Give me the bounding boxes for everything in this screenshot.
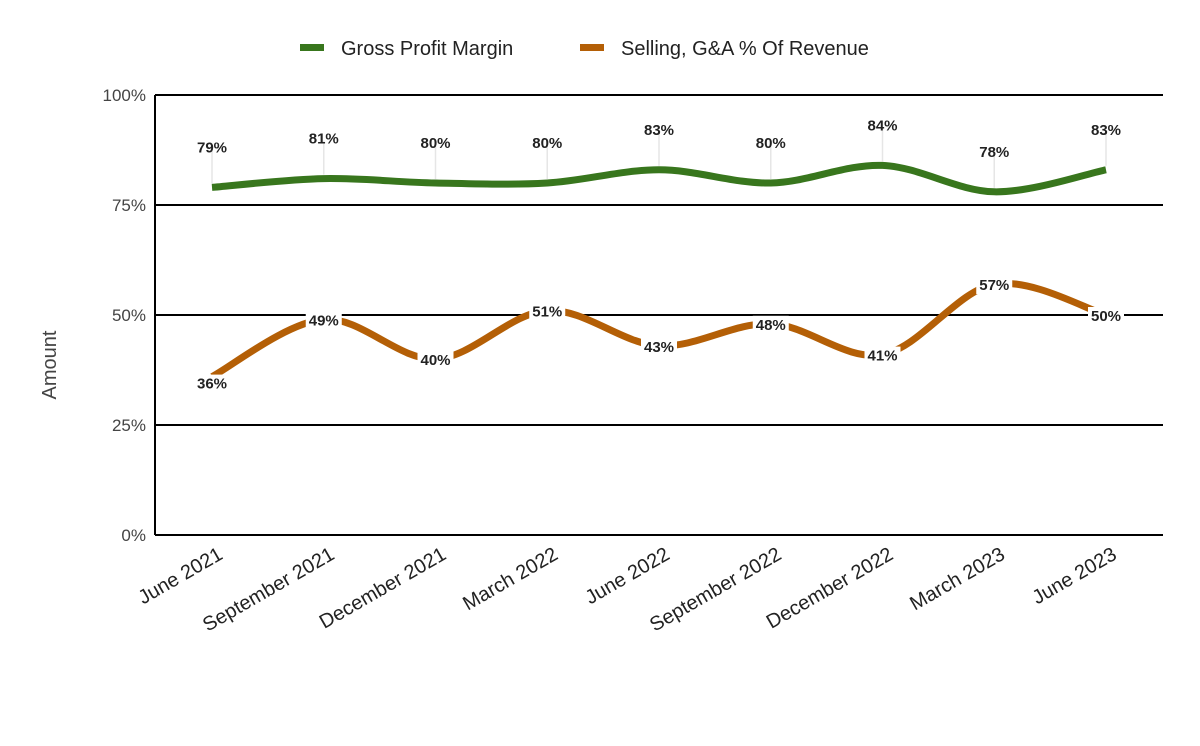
data-label: 80% [420, 135, 450, 152]
legend: Gross Profit Margin Selling, G&A % Of Re… [300, 38, 869, 60]
data-label-background [194, 374, 230, 393]
y-tick-label: 50% [112, 306, 146, 325]
y-tick-label: 0% [121, 526, 146, 545]
data-label: 40% [420, 352, 450, 369]
data-label-background [752, 315, 789, 334]
y-tick-label: 75% [112, 196, 146, 215]
x-tick-label: June 2022 [582, 543, 674, 609]
legend-swatch-gross-profit-margin [300, 44, 324, 51]
data-label: 80% [756, 135, 786, 152]
legend-label-gross-profit-margin: Gross Profit Margin [341, 38, 513, 60]
x-tick-label: March 2023 [906, 543, 1008, 615]
data-label-background [417, 351, 454, 369]
data-label: 49% [309, 312, 339, 329]
data-label-background [1088, 307, 1124, 325]
data-label: 83% [644, 122, 674, 139]
data-label: 80% [532, 135, 562, 152]
y-tick-label: 25% [112, 416, 146, 435]
x-tick-label: December 2022 [763, 543, 897, 633]
x-tick-label: March 2022 [459, 543, 561, 615]
data-label-background [864, 346, 901, 365]
x-tick-label: June 2021 [135, 543, 227, 609]
data-label-background [529, 302, 566, 321]
data-label-background [641, 337, 677, 356]
data-label: 83% [1091, 122, 1121, 139]
data-label: 57% [979, 277, 1009, 294]
data-label-background [305, 311, 342, 330]
x-tick-label: December 2021 [316, 543, 450, 633]
data-label: 50% [1091, 308, 1121, 325]
series-line-selling-ga [210, 279, 1108, 380]
legend-swatch-selling-ga [580, 44, 604, 51]
x-tick-label: June 2023 [1029, 543, 1121, 609]
data-label: 43% [644, 339, 674, 356]
legend-label-selling-ga: Selling, G&A % Of Revenue [621, 38, 869, 60]
data-label: 51% [532, 304, 562, 321]
series-line-gross-profit-margin [211, 161, 1107, 196]
data-label: 81% [309, 131, 339, 148]
data-label: 84% [867, 117, 897, 134]
data-label: 48% [756, 317, 786, 334]
data-label: 41% [867, 348, 897, 365]
data-label: 36% [197, 376, 227, 393]
data-label-background [976, 276, 1013, 295]
data-label: 78% [979, 144, 1009, 161]
y-axis-title: Amount [39, 330, 61, 399]
y-tick-label: 100% [103, 86, 146, 105]
data-label: 79% [197, 139, 227, 156]
